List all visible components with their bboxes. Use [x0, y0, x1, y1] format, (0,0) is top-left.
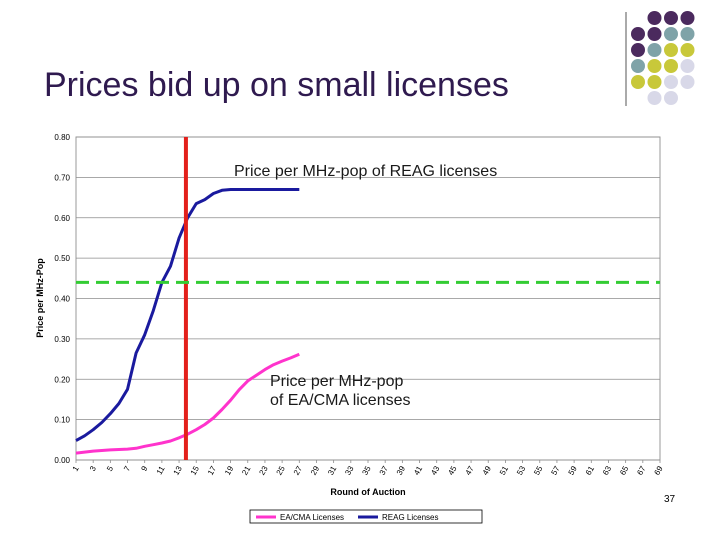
x-tick-label: 49 [481, 464, 494, 477]
decorative-dot [647, 27, 662, 41]
y-tick-label: 0.80 [54, 133, 70, 142]
ea-price-annotation: Price per MHz-pop of EA/CMA licenses [270, 372, 411, 410]
x-tick-label: 5 [105, 464, 115, 473]
x-tick-label: 9 [139, 464, 149, 473]
x-tick-label: 23 [257, 464, 270, 477]
x-tick-label: 3 [88, 464, 98, 473]
x-tick-label: 43 [429, 464, 442, 477]
series-line-ea-cma [75, 352, 300, 455]
x-tick-label: 29 [309, 464, 322, 477]
decorative-dot [680, 59, 695, 73]
decorative-dot [647, 59, 662, 73]
x-tick-label: 65 [618, 464, 631, 477]
y-tick-label: 0.40 [54, 295, 70, 304]
x-tick-label: 55 [532, 464, 545, 477]
x-tick-label: 17 [206, 464, 219, 477]
legend-entry: EA/CMA Licenses [280, 513, 344, 522]
x-tick-label: 61 [584, 464, 597, 477]
decorative-dot [647, 91, 662, 105]
y-tick-label: 0.60 [54, 214, 70, 223]
decorative-dot [664, 27, 678, 41]
decorative-dot [647, 75, 662, 89]
ea-price-annotation-line1: Price per MHz-pop [270, 373, 404, 390]
x-tick-label: 7 [122, 464, 132, 473]
decorative-dot [664, 59, 678, 73]
decorative-dot [680, 11, 695, 25]
reag-price-annotation: Price per MHz-pop of REAG licenses [234, 163, 498, 180]
decorative-dot [664, 43, 678, 57]
y-tick-label: 0.70 [54, 173, 70, 182]
decorative-dot [680, 43, 695, 57]
decorative-dot [631, 43, 645, 57]
y-tick-label: 0.10 [54, 416, 70, 425]
slide-title: Prices bid up on small licenses [44, 66, 509, 104]
x-tick-label: 67 [635, 464, 648, 477]
x-tick-label: 37 [378, 464, 391, 477]
decorative-dot [631, 27, 645, 41]
decorative-dot [664, 11, 678, 25]
x-tick-label: 41 [412, 464, 425, 477]
x-tick-label: 53 [515, 464, 528, 477]
x-tick-label: 21 [240, 464, 253, 477]
x-tick-label: 15 [189, 464, 202, 477]
x-tick-label: 27 [292, 464, 305, 477]
x-axis-title: Round of Auction [330, 487, 405, 497]
y-tick-label: 0.00 [54, 456, 70, 465]
x-tick-label: 1 [71, 464, 81, 473]
y-tick-label: 0.20 [54, 375, 70, 384]
x-tick-label: 13 [172, 464, 185, 477]
x-tick-label: 59 [567, 464, 580, 477]
decorative-dot [647, 11, 662, 25]
decorative-dot [664, 75, 678, 89]
legend-entry: REAG Licenses [382, 513, 438, 522]
x-tick-label: 31 [326, 464, 339, 477]
x-tick-label: 45 [446, 464, 459, 477]
decorative-dot [680, 75, 695, 89]
decorative-dot [664, 91, 678, 105]
chart-legend: EA/CMA Licenses REAG Licenses [249, 509, 483, 524]
decorative-dot [631, 75, 645, 89]
x-tick-label: 39 [395, 464, 408, 477]
x-tick-label: 63 [601, 464, 614, 477]
x-tick-label: 11 [155, 464, 167, 476]
x-tick-label: 47 [464, 464, 477, 477]
y-tick-label: 0.50 [54, 254, 70, 263]
x-tick-label: 57 [549, 464, 562, 477]
x-tick-label: 51 [498, 464, 511, 477]
decorative-dot [631, 59, 645, 73]
page-number: 37 [664, 494, 676, 505]
x-tick-label: 69 [652, 464, 665, 477]
x-tick-label: 25 [275, 464, 288, 477]
x-tick-label: 33 [343, 464, 356, 477]
decorative-dot-grid [631, 11, 695, 105]
y-tick-label: 0.30 [54, 335, 70, 344]
decorative-dot [680, 27, 695, 41]
decorative-dot [647, 43, 662, 57]
x-tick-label: 35 [360, 464, 373, 477]
x-tick-label: 19 [223, 464, 236, 477]
y-axis-title: Price per MHz-Pop [35, 258, 45, 338]
ea-price-annotation-line2: of EA/CMA licenses [270, 392, 411, 409]
